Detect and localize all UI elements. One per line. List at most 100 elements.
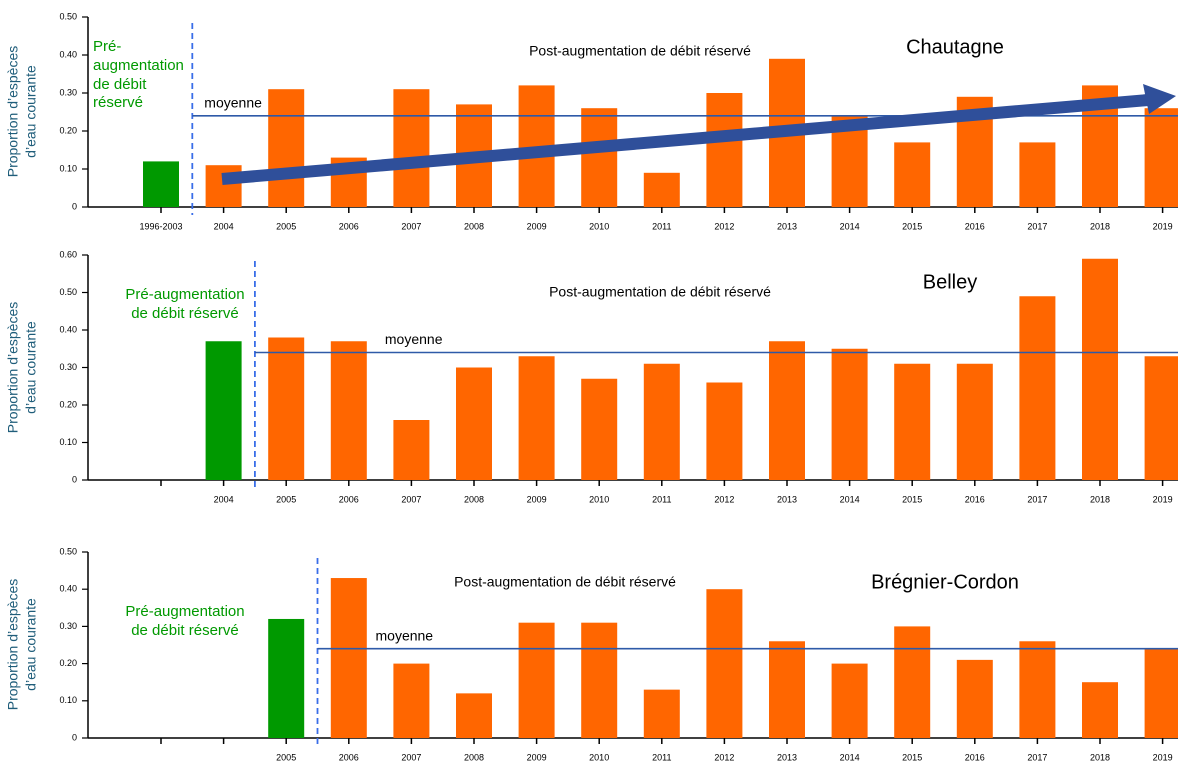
y-tick-label: 0.40 bbox=[59, 49, 77, 59]
bar bbox=[330, 341, 367, 480]
y-tick-label: 0.60 bbox=[59, 249, 77, 259]
x-tick-label: 2015 bbox=[902, 221, 922, 231]
x-tick-label: 2012 bbox=[714, 221, 734, 231]
bar bbox=[894, 142, 931, 207]
y-axis-label: Proportion d’espèces d’eau courante bbox=[4, 301, 39, 433]
x-tick-label: 2014 bbox=[840, 221, 860, 231]
x-tick-label: 2008 bbox=[464, 752, 484, 762]
x-tick-label: 2006 bbox=[339, 221, 359, 231]
x-tick-label: 2012 bbox=[714, 752, 734, 762]
bar bbox=[268, 89, 305, 207]
panel-title: Chautagne bbox=[906, 36, 1004, 58]
x-tick-label: 2011 bbox=[652, 221, 671, 231]
y-tick-label: 0 bbox=[72, 474, 77, 484]
y-axis-label: Proportion d’espèces d’eau courante bbox=[4, 45, 39, 178]
x-tick-label: 2008 bbox=[464, 494, 484, 504]
x-tick-label: 2013 bbox=[777, 221, 797, 231]
bar bbox=[268, 337, 305, 480]
x-tick-label: 2004 bbox=[214, 221, 234, 231]
bar bbox=[518, 622, 555, 738]
bar bbox=[706, 589, 743, 738]
x-tick-label: 1996-2003 bbox=[139, 221, 182, 231]
x-tick-label: 2014 bbox=[840, 752, 860, 762]
mean-label: moyenne bbox=[385, 331, 443, 347]
x-tick-label: 2017 bbox=[1027, 221, 1047, 231]
x-tick-label: 2005 bbox=[276, 221, 296, 231]
x-tick-label: 2016 bbox=[965, 752, 985, 762]
y-tick-label: 0 bbox=[72, 732, 77, 742]
bar bbox=[643, 172, 680, 207]
bar bbox=[205, 165, 242, 207]
bar bbox=[1082, 682, 1118, 738]
bar bbox=[956, 363, 993, 480]
panel-title: Belley bbox=[923, 271, 977, 293]
x-tick-label: 2007 bbox=[401, 752, 421, 762]
x-tick-label: 2012 bbox=[714, 494, 734, 504]
post-label: Post-augmentation de débit réservé bbox=[549, 284, 771, 300]
x-tick-label: 2006 bbox=[339, 494, 359, 504]
x-tick-label: 2017 bbox=[1027, 752, 1047, 762]
bar bbox=[1019, 641, 1056, 738]
bar bbox=[831, 663, 868, 738]
y-tick-label: 0.30 bbox=[59, 87, 77, 97]
x-tick-label: 2013 bbox=[777, 494, 797, 504]
bar bbox=[1019, 296, 1056, 480]
y-tick-label: 0.50 bbox=[59, 287, 77, 297]
x-tick-label: 2005 bbox=[276, 494, 296, 504]
x-tick-label: 2019 bbox=[1153, 752, 1173, 762]
y-tick-label: 0.20 bbox=[59, 125, 77, 135]
y-tick-label: 0.30 bbox=[59, 362, 77, 372]
bar bbox=[518, 356, 555, 480]
bar bbox=[706, 382, 743, 480]
bar bbox=[581, 622, 618, 738]
y-tick-label: 0.20 bbox=[59, 658, 77, 668]
trend-arrow bbox=[221, 94, 1149, 185]
x-tick-label: 2007 bbox=[401, 221, 421, 231]
mean-label: moyenne bbox=[204, 95, 262, 111]
y-tick-label: 0.10 bbox=[59, 437, 77, 447]
x-tick-label: 2018 bbox=[1090, 221, 1110, 231]
x-tick-label: 2004 bbox=[214, 494, 234, 504]
bar bbox=[769, 341, 805, 480]
x-tick-label: 2011 bbox=[652, 494, 671, 504]
y-axis-label: Proportion d’espèces d’eau courante bbox=[4, 578, 39, 711]
bar bbox=[894, 626, 931, 738]
bar bbox=[393, 89, 430, 207]
bar bbox=[456, 693, 492, 738]
panel-title: Brégnier-Cordon bbox=[871, 571, 1019, 593]
bar bbox=[456, 367, 492, 480]
x-tick-label: 2010 bbox=[589, 221, 609, 231]
x-tick-label: 2010 bbox=[589, 494, 609, 504]
x-tick-label: 2016 bbox=[965, 221, 985, 231]
bar bbox=[581, 108, 618, 207]
pre-label: Pré-augmentation de débit réservé bbox=[125, 286, 245, 322]
bar bbox=[956, 659, 993, 738]
bar bbox=[1144, 108, 1178, 207]
x-tick-label: 2014 bbox=[840, 494, 860, 504]
bar bbox=[205, 341, 242, 480]
x-tick-label: 2008 bbox=[464, 221, 484, 231]
x-tick-label: 2017 bbox=[1027, 494, 1047, 504]
post-label: Post-augmentation de débit réservé bbox=[454, 574, 676, 590]
x-tick-label: 2016 bbox=[965, 494, 985, 504]
x-tick-label: 2010 bbox=[589, 752, 609, 762]
pre-label: Pré-augmentation de débit réservé bbox=[125, 603, 245, 639]
x-tick-label: 2007 bbox=[401, 494, 421, 504]
pre-label: Pré- augmentation de débit réservé bbox=[93, 38, 184, 112]
y-tick-label: 0.10 bbox=[59, 163, 77, 173]
y-tick-label: 0.30 bbox=[59, 621, 77, 631]
bar bbox=[1082, 258, 1118, 480]
y-tick-label: 0.40 bbox=[59, 324, 77, 334]
bar bbox=[643, 363, 680, 480]
x-tick-label: 2018 bbox=[1090, 752, 1110, 762]
x-tick-label: 2009 bbox=[527, 494, 547, 504]
trend-arrow-head bbox=[1143, 84, 1176, 114]
x-tick-label: 2009 bbox=[527, 221, 547, 231]
x-tick-label: 2013 bbox=[777, 752, 797, 762]
x-tick-label: 2015 bbox=[902, 752, 922, 762]
bar bbox=[643, 689, 680, 738]
y-tick-label: 0.10 bbox=[59, 695, 77, 705]
x-tick-label: 2006 bbox=[339, 752, 359, 762]
